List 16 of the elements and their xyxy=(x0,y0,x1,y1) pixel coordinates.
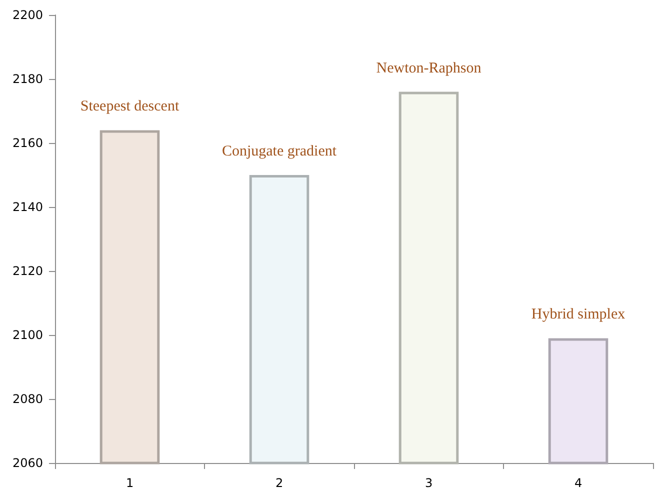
y-tick-label: 2140 xyxy=(12,200,43,214)
x-tick-label: 4 xyxy=(574,476,582,490)
annotation: Hybrid simplex xyxy=(531,306,626,323)
annotation: Conjugate gradient xyxy=(222,144,338,160)
x-tick-label: 2 xyxy=(275,476,284,490)
y-tick-label: 2120 xyxy=(12,264,43,278)
annotation: Newton-Raphson xyxy=(376,60,482,76)
annotation: Steepest descent xyxy=(80,98,180,115)
y-tick-label: 2100 xyxy=(12,328,43,342)
y-tick-label: 2060 xyxy=(12,456,43,470)
y-tick-label: 2080 xyxy=(12,392,43,406)
y-tick-label: 2160 xyxy=(12,136,43,150)
x-tick-label: 3 xyxy=(424,476,433,490)
y-tick-label: 2180 xyxy=(12,72,43,86)
x-tick-label: 1 xyxy=(126,476,134,490)
y-tick-label: 2200 xyxy=(12,8,43,22)
